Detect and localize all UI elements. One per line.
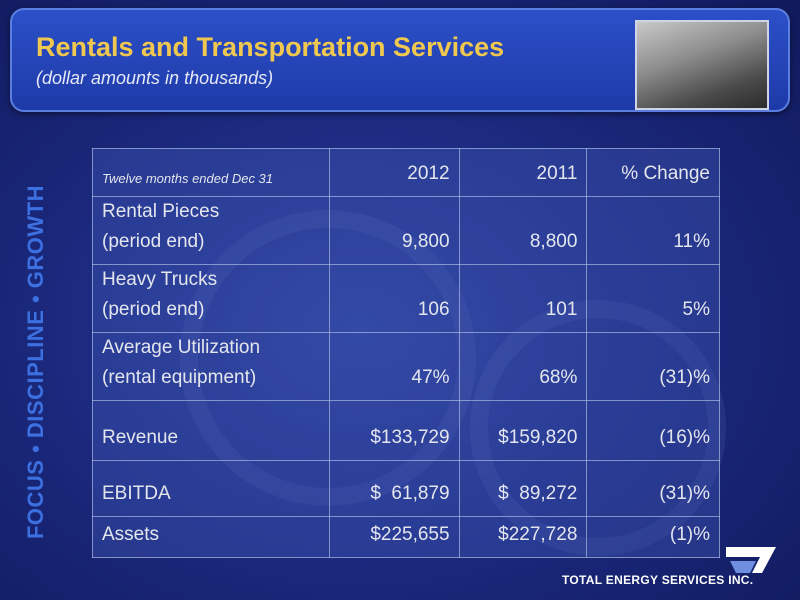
row-label: Revenue	[91, 400, 331, 461]
cell: (31)%	[586, 460, 720, 517]
cell: 101	[458, 264, 588, 333]
row-label-line: Rental Pieces	[102, 201, 220, 222]
cell: $ 61,879	[329, 460, 460, 517]
cell: $133,729	[329, 400, 460, 461]
row-label: Rental Pieces (period end)	[91, 196, 331, 265]
row-label: EBITDA	[91, 460, 331, 517]
cell: 68%	[458, 332, 588, 401]
table-row: Rental Pieces (period end) 9,800 8,800 11%	[91, 196, 720, 265]
table-row: Average Utilization (rental equipment) 47%…	[91, 332, 720, 401]
column-header: Twelve months ended Dec 31	[91, 148, 331, 197]
column-header: % Change	[586, 148, 720, 197]
cell: 11%	[586, 196, 720, 265]
row-label-line: (period end)	[102, 299, 205, 320]
company-name: TOTAL ENERGY SERVICES INC.	[562, 573, 754, 587]
row-label-line: Average Utilization	[102, 337, 261, 358]
table-row: Assets $225,655 $227,728 (1)%	[91, 516, 720, 558]
header-box: Rentals and Transportation Services (dol…	[10, 8, 790, 112]
cell: $159,820	[458, 400, 588, 461]
row-label-line: Revenue	[102, 427, 179, 448]
header-row: Twelve months ended Dec 31 2012 2011% Chan…	[91, 148, 720, 197]
table-row: EBITDA $ 61,879 $ 89,272 (31)%	[91, 460, 720, 517]
cell: (31)%	[586, 332, 720, 401]
cell: (16)%	[586, 400, 720, 461]
row-label-line: Heavy Trucks	[102, 269, 218, 290]
photo	[635, 20, 769, 110]
row-label-line: (period end)	[102, 231, 205, 252]
cell: (1)%	[586, 516, 720, 558]
row-label-line: (rental equipment)	[102, 367, 257, 388]
table-row: Revenue $133,729 $159,820 (16)%	[91, 400, 720, 461]
column-header: 2012	[329, 148, 460, 197]
cell: 5%	[586, 264, 720, 333]
table-row: Heavy Trucks (period end) 106 101 5%	[91, 264, 720, 333]
row-label: Heavy Trucks (period end)	[91, 264, 331, 333]
cell: $ 89,272	[458, 460, 588, 517]
cell: 8,800	[458, 196, 588, 265]
cell: 47%	[329, 332, 460, 401]
column-header: 2011	[458, 148, 588, 197]
logo	[726, 547, 776, 573]
row-label: Assets	[91, 516, 331, 558]
table: Twelve months ended Dec 31 2012 2011% Chan…	[91, 148, 720, 558]
subtitle: (dollar amounts in thousands)	[36, 68, 274, 88]
cell: 9,800	[329, 196, 460, 265]
cell: $225,655	[329, 516, 460, 558]
row-label-line: EBITDA	[102, 483, 171, 504]
row-label: Average Utilization (rental equipment)	[91, 332, 331, 401]
side-text: FOCUS • DISCIPLINE • GROWTH	[23, 184, 48, 540]
cell: $227,728	[458, 516, 588, 558]
title: Rentals and Transportation Services	[36, 32, 505, 62]
cell: 106	[329, 264, 460, 333]
row-label-line: Assets	[102, 524, 160, 545]
